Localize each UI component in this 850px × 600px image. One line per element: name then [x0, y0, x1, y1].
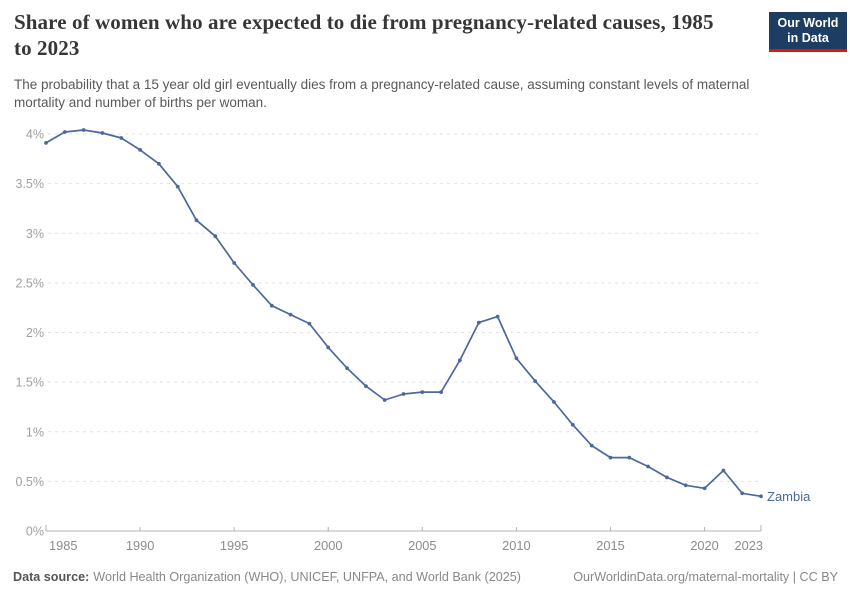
y-tick-label: 0%: [26, 525, 44, 539]
x-tick-label: 2020: [690, 538, 718, 553]
data-point[interactable]: [589, 443, 594, 448]
data-point[interactable]: [476, 320, 481, 325]
chart-subtitle: The probability that a 15 year old girl …: [14, 77, 750, 110]
owid-logo-line1: Our World: [777, 16, 839, 30]
data-point[interactable]: [665, 475, 669, 480]
series-line[interactable]: [45, 129, 762, 498]
y-tick-label: 3.5%: [16, 177, 45, 191]
data-point[interactable]: [157, 161, 161, 166]
data-point[interactable]: [759, 494, 763, 499]
data-point[interactable]: [570, 422, 575, 427]
series-end-label[interactable]: Zambia: [767, 489, 811, 504]
data-point[interactable]: [213, 234, 218, 239]
data-point[interactable]: [495, 314, 500, 319]
data-point[interactable]: [533, 379, 538, 383]
y-tick-label: 1.5%: [16, 376, 45, 390]
y-tick-label: 2.5%: [16, 276, 45, 290]
data-point[interactable]: [514, 356, 519, 361]
data-point[interactable]: [175, 184, 180, 189]
data-point[interactable]: [269, 303, 274, 308]
owid-logo-line2: in Data: [787, 31, 829, 45]
data-source-text: World Health Organization (WHO), UNICEF,…: [93, 570, 521, 584]
data-point[interactable]: [138, 148, 143, 152]
x-tick-label: 2000: [314, 538, 342, 553]
data-point[interactable]: [401, 392, 406, 396]
owid-logo[interactable]: Our World in Data: [769, 12, 847, 52]
data-point[interactable]: [345, 366, 349, 371]
data-point[interactable]: [326, 345, 331, 350]
data-point[interactable]: [81, 128, 86, 132]
data-point[interactable]: [382, 398, 387, 402]
data-point[interactable]: [702, 486, 707, 491]
y-axis-labels: 0% 0.5% 1% 1.5% 2% 2.5% 3% 3.5% 4%: [16, 128, 45, 539]
x-tick-label: 1990: [126, 538, 154, 553]
data-point[interactable]: [646, 464, 650, 469]
data-point[interactable]: [119, 136, 124, 140]
data-point[interactable]: [100, 131, 105, 135]
data-point[interactable]: [721, 468, 726, 473]
x-axis: 1985 1990 1995 2000 2005 2010 2015 2020 2023: [45, 525, 763, 553]
data-point[interactable]: [44, 141, 48, 145]
data-point[interactable]: [307, 321, 312, 326]
x-tick-label: 2015: [596, 538, 624, 553]
x-tick-label: 2010: [502, 538, 530, 553]
y-gridlines: [48, 133, 761, 482]
data-point[interactable]: [683, 483, 688, 488]
data-point[interactable]: [552, 400, 556, 404]
series-zambia: Zambia: [44, 128, 811, 504]
y-tick-label: 0.5%: [16, 475, 45, 489]
data-point[interactable]: [364, 384, 368, 388]
data-source-note: Data source: World Health Organization (W…: [13, 569, 521, 585]
x-tick-label: 2005: [408, 538, 436, 553]
y-tick-label: 2%: [26, 326, 44, 340]
page-title: Share of women who are expected to die f…: [14, 10, 714, 60]
data-point[interactable]: [458, 358, 462, 363]
y-tick-label: 1%: [26, 425, 44, 439]
license-link[interactable]: OurWorldinData.org/maternal-mortality | …: [573, 570, 838, 584]
data-point[interactable]: [232, 261, 237, 265]
x-tick-label: 2023: [735, 538, 763, 553]
x-tick-label: 1995: [220, 538, 248, 553]
data-point[interactable]: [288, 312, 293, 317]
data-point[interactable]: [194, 218, 199, 223]
data-point[interactable]: [251, 283, 255, 287]
data-point[interactable]: [608, 455, 613, 460]
data-point[interactable]: [439, 390, 443, 394]
y-tick-label: 4%: [26, 128, 44, 142]
x-tick-label: 1985: [49, 538, 77, 553]
data-point[interactable]: [740, 491, 745, 496]
data-point[interactable]: [62, 130, 67, 134]
data-source-label: Data source:: [13, 570, 90, 584]
y-tick-label: 3%: [26, 227, 44, 241]
data-point[interactable]: [627, 455, 632, 460]
data-point[interactable]: [420, 390, 425, 394]
footer: Data source: World Health Organization (W…: [13, 569, 838, 585]
